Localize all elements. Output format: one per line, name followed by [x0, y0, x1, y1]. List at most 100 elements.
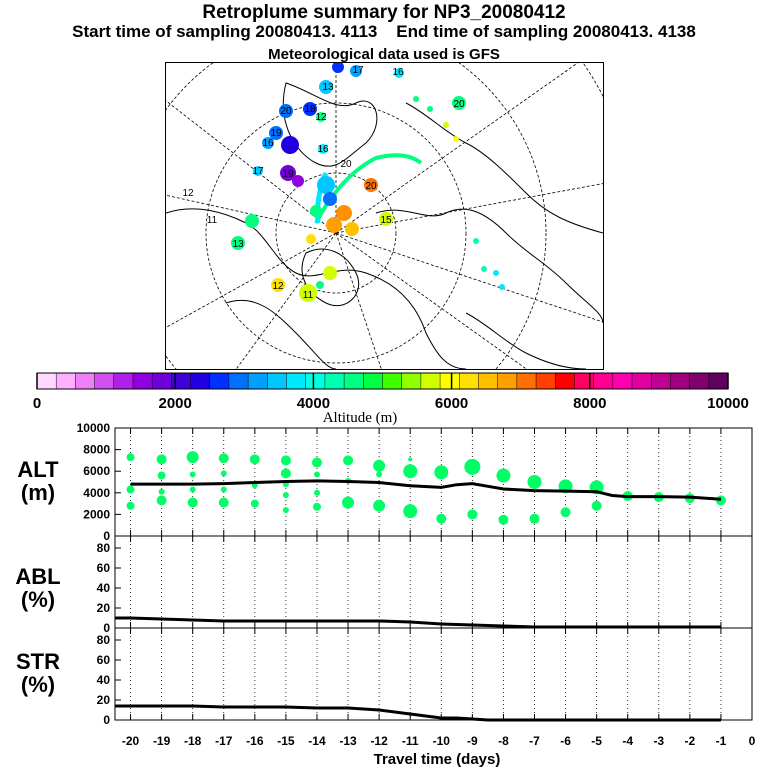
colorbar-cell: [440, 373, 460, 389]
map-marker: [253, 166, 263, 176]
alt-data-point: [311, 457, 322, 468]
colorbar-tick-label: 6000: [435, 395, 468, 412]
map-day-label: 20: [280, 106, 292, 117]
alt-data-point: [527, 475, 542, 489]
colorbar-cell: [612, 373, 633, 389]
meridian: [235, 232, 337, 369]
map-marker: [350, 65, 362, 77]
meridian: [335, 232, 528, 369]
map-marker: [303, 102, 317, 116]
colorbar-cell: [37, 373, 57, 389]
map-day-label: 20: [340, 159, 352, 170]
alt-data-point: [373, 499, 386, 512]
alt-data-point: [156, 454, 167, 465]
x-tick-label: -12: [370, 734, 388, 748]
map-marker: [481, 266, 487, 272]
alt-data-point: [376, 471, 383, 478]
alt-panel-label: ALT: [17, 457, 59, 482]
map-day-label: 17: [252, 166, 264, 177]
alt-data-point: [126, 485, 135, 494]
lat-circle: [166, 63, 547, 369]
alt-panel-frame: [114, 427, 753, 537]
map-marker: [364, 178, 378, 192]
str-y-tick-label: 80: [97, 633, 111, 647]
meridian: [166, 232, 337, 328]
colorbar-cell: [420, 373, 441, 389]
x-tick-label: -4: [622, 734, 633, 748]
alt-data-point: [434, 465, 449, 480]
map-marker: [493, 270, 499, 276]
abl-panel-unit: (%): [21, 587, 55, 612]
map-marker: [306, 234, 316, 244]
colorbar-cell: [497, 373, 518, 389]
alt-data-point: [560, 507, 571, 518]
colorbar-cell: [94, 373, 115, 389]
met-data-label: Meteorological data used is GFS: [268, 46, 500, 63]
x-axis-tick-labels: -20 -19 -18 -17 -16 -15 -14 -13 -12 -11 -10 -9 -8 -7-…: [122, 734, 756, 748]
x-tick-label: -3: [653, 734, 664, 748]
map-day-label: 18: [304, 104, 316, 115]
x-tick-label: -1: [716, 734, 727, 748]
alt-y-tick-label: 4000: [83, 486, 110, 500]
colorbar-tick-labels: 0 2000 4000 6000 8000 10000: [33, 373, 749, 412]
map-marker: [292, 175, 304, 187]
alt-data-point: [157, 471, 166, 480]
alt-y-tick-label: 2000: [83, 507, 110, 521]
colorbar-cell: [228, 373, 249, 389]
colorbar: 0 2000 4000 6000 8000 10000 Altitude (m): [33, 372, 749, 426]
colorbar-cell: [536, 373, 556, 389]
x-tick-label: -16: [246, 734, 264, 748]
alt-data-point: [342, 496, 355, 509]
colorbar-cell: [363, 373, 383, 389]
map-day-label: 19: [270, 128, 282, 139]
colorbar-tick-label: 8000: [573, 395, 606, 412]
alt-data-point: [250, 499, 259, 508]
str-panel: 0 20 40 60 80: [97, 627, 753, 727]
meridian: [335, 183, 603, 234]
x-tick-label: -18: [184, 734, 202, 748]
colorbar-cell: [75, 373, 96, 389]
map-marker: [326, 217, 342, 233]
alt-data-point: [464, 458, 481, 475]
coastline-asia: [465, 312, 587, 369]
x-tick-label: -15: [277, 734, 295, 748]
map-marker: [279, 104, 293, 118]
x-tick-label: -13: [339, 734, 357, 748]
str-panel-frame: [114, 627, 753, 721]
map-day-label: 12: [272, 281, 284, 292]
map-day-label: 12: [315, 112, 327, 123]
map-marker: [336, 205, 352, 221]
alt-y-tick-label: 8000: [83, 443, 110, 457]
colorbar-cell: [248, 373, 268, 389]
alt-y-tick-label: 10000: [77, 421, 111, 435]
alt-data-point: [189, 486, 196, 493]
map-marker: [473, 238, 479, 244]
alt-data-point: [126, 453, 135, 462]
alt-panel: 0 2000 4000 6000 8000 10000: [77, 421, 753, 543]
alt-data-point: [156, 495, 167, 506]
str-series-line: [115, 704, 721, 722]
map-marker: [332, 63, 344, 73]
map-marker: [310, 205, 322, 217]
str-y-tick-label: 60: [97, 653, 111, 667]
alt-data-point: [126, 501, 135, 510]
alt-data-point: [282, 491, 289, 498]
map-day-label: 15: [380, 215, 392, 226]
colorbar-cell: [401, 373, 422, 389]
plume-trajectory-lower: [315, 171, 329, 224]
str-panel-unit: (%): [21, 672, 55, 697]
colorbar-cells: [36, 373, 729, 389]
map-day-label: 12: [182, 188, 194, 199]
colorbar-cell: [670, 373, 691, 389]
colorbar-cell: [632, 373, 652, 389]
coastline-europe: [405, 102, 603, 234]
alt-data-point: [403, 464, 418, 479]
alt-data-point: [498, 514, 509, 525]
colorbar-cell: [209, 373, 230, 389]
map-day-label: 13: [232, 239, 244, 250]
colorbar-tick-label: 0: [33, 395, 41, 412]
plots-layer: 0200040006000800010000020406080020406080…: [77, 421, 756, 748]
plume-trajectory: [314, 153, 423, 224]
colorbar-tick-label: 2000: [159, 395, 192, 412]
